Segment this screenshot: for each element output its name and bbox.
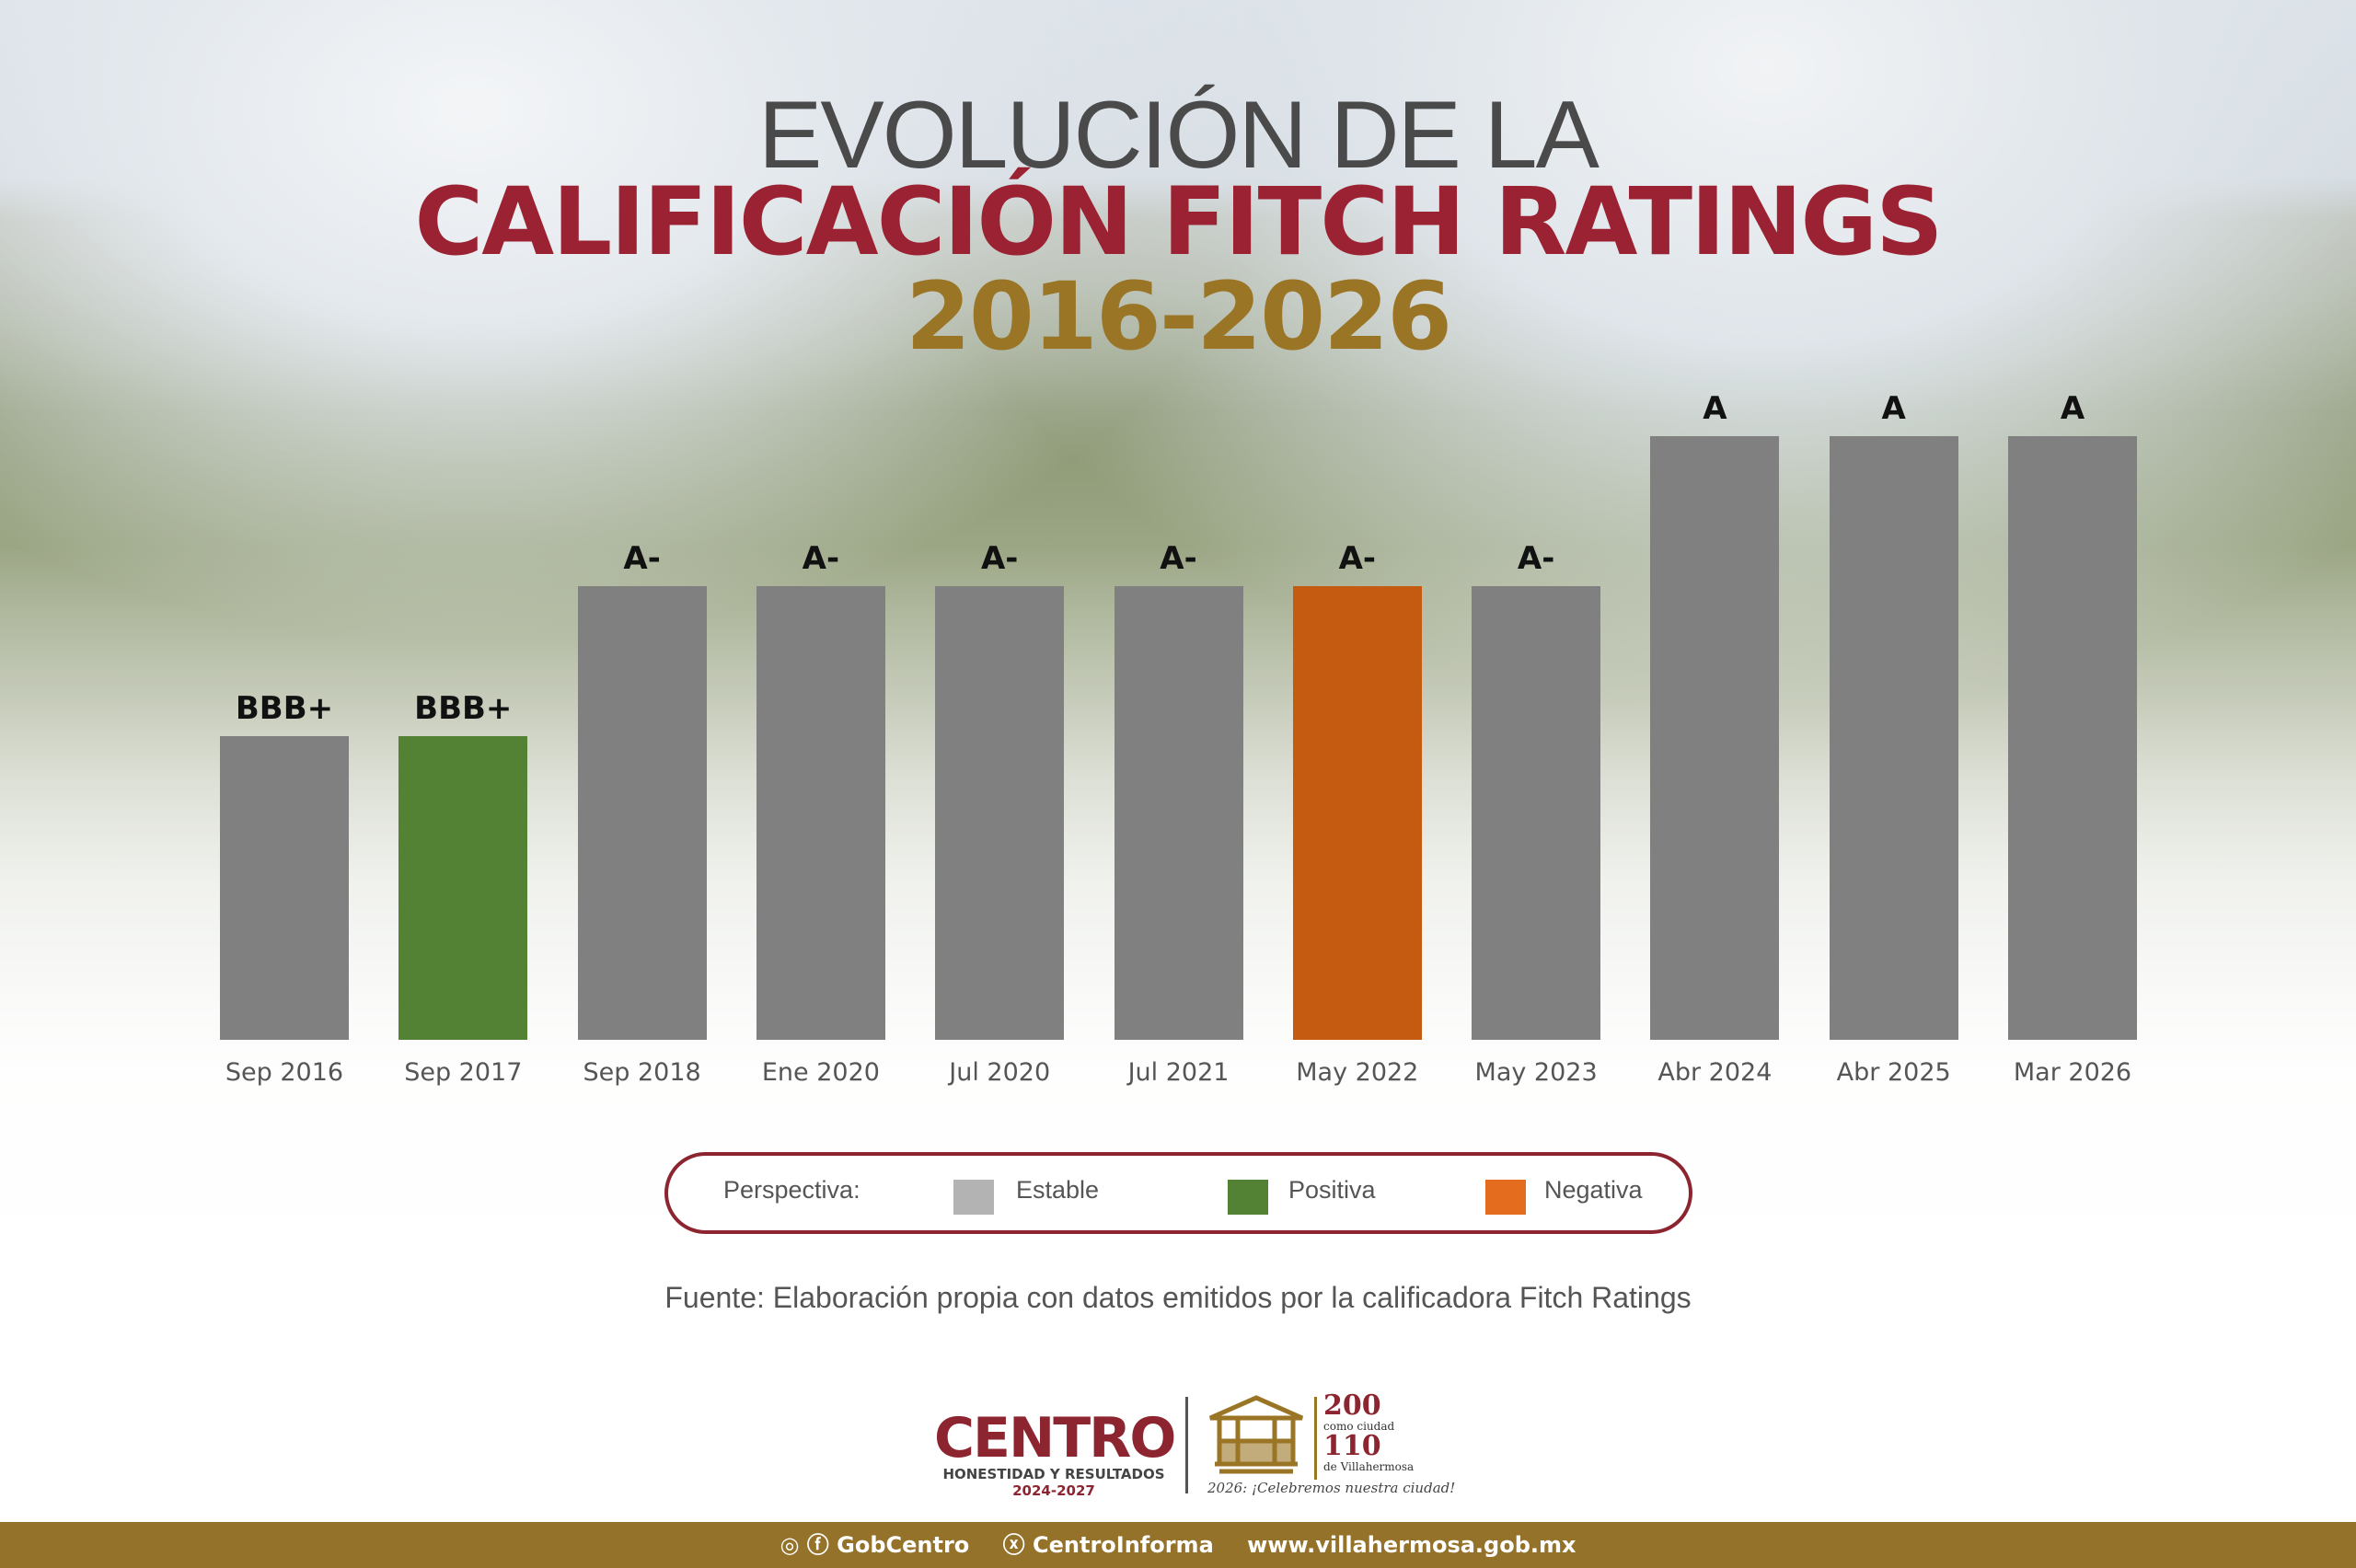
x-tick-label: May 2023	[1474, 1058, 1598, 1087]
anniversary-slogan: 2026: ¡Celebremos nuestra ciudad!	[1207, 1480, 1456, 1496]
title-line1: EVOLUCIÓN DE LA	[757, 82, 1600, 189]
rating-label: A-	[802, 540, 840, 577]
source-note: Fuente: Elaboración propia con datos emi…	[664, 1281, 1692, 1314]
rating-label: A-	[1338, 540, 1377, 577]
bar-may-2023	[1472, 586, 1601, 1040]
divider	[1185, 1397, 1188, 1493]
rating-label: A-	[1517, 540, 1555, 577]
x-tick-label: Sep 2016	[225, 1058, 344, 1087]
bar-mar-2026	[2008, 436, 2137, 1040]
x-tick-label: Ene 2020	[761, 1058, 880, 1087]
bar-chart: BBB+ Sep 2016 BBB+ Sep 2017 A- Sep 2018 A- Ene …	[220, 390, 2137, 1087]
x-tick-label: Abr 2025	[1836, 1058, 1951, 1087]
legend-label-estable: Estable	[1016, 1176, 1100, 1204]
legend-label-negativa: Negativa	[1544, 1176, 1643, 1204]
x-tick-label: Jul 2021	[1127, 1058, 1230, 1087]
bar-jul-2020	[935, 586, 1065, 1040]
legend-swatch-estable	[953, 1180, 994, 1215]
bar-ene-2020	[756, 586, 885, 1040]
bar-sep-2016	[220, 736, 349, 1040]
rating-label: BBB+	[414, 690, 513, 727]
x-tick-label: Mar 2026	[2013, 1058, 2132, 1087]
bar-sep-2017	[398, 736, 528, 1040]
centro-logo: CENTRO HONESTIDAD Y RESULTADOS 2024-2027	[934, 1406, 1176, 1499]
bar-abr-2024	[1650, 436, 1780, 1040]
footer: CENTRO HONESTIDAD Y RESULTADOS 2024-2027…	[0, 1365, 2356, 1522]
legend-title: Perspectiva:	[723, 1176, 860, 1204]
rating-label: A-	[1160, 540, 1197, 577]
instagram-facebook-handle[interactable]: ◎ ⓕ GobCentro	[780, 1532, 970, 1558]
divider-gold	[1314, 1397, 1317, 1480]
bar-may-2022	[1292, 586, 1422, 1040]
rating-label: A	[1881, 390, 1906, 427]
social-bar: ◎ ⓕ GobCentro ⓧ CentroInforma www.villah…	[0, 1522, 2356, 1568]
rating-label: A	[2060, 390, 2085, 427]
x-tick-label: Sep 2017	[404, 1058, 523, 1087]
rating-label: BBB+	[235, 690, 334, 727]
bar-jul-2021	[1114, 586, 1243, 1040]
rating-label: A-	[623, 540, 661, 577]
kiosk-icon	[1208, 1395, 1304, 1474]
anniversary-text: 200 como ciudad 110 de Villahermosa	[1323, 1389, 1415, 1474]
title-line2: CALIFICACIÓN FITCH RATINGS	[414, 167, 1943, 277]
legend-swatch-positiva	[1228, 1180, 1268, 1215]
legend-label-positiva: Positiva	[1288, 1176, 1376, 1204]
legend: Perspectiva: Estable Positiva Negativa	[664, 1152, 1692, 1234]
rating-label: A	[1703, 390, 1727, 427]
bar-sep-2018	[577, 586, 707, 1040]
x-tick-label: Jul 2020	[949, 1058, 1051, 1087]
bar-abr-2025	[1829, 436, 1958, 1040]
title-line3: 2016-2026	[905, 262, 1452, 372]
x-tick-label: Abr 2024	[1657, 1058, 1773, 1087]
x-tick-label: May 2022	[1296, 1058, 1419, 1087]
x-tick-label: Sep 2018	[583, 1058, 701, 1087]
website-link[interactable]: www.villahermosa.gob.mx	[1247, 1532, 1576, 1558]
legend-swatch-negativa	[1485, 1180, 1526, 1215]
x-handle[interactable]: ⓧ CentroInforma	[1002, 1532, 1214, 1558]
rating-label: A-	[980, 540, 1019, 577]
